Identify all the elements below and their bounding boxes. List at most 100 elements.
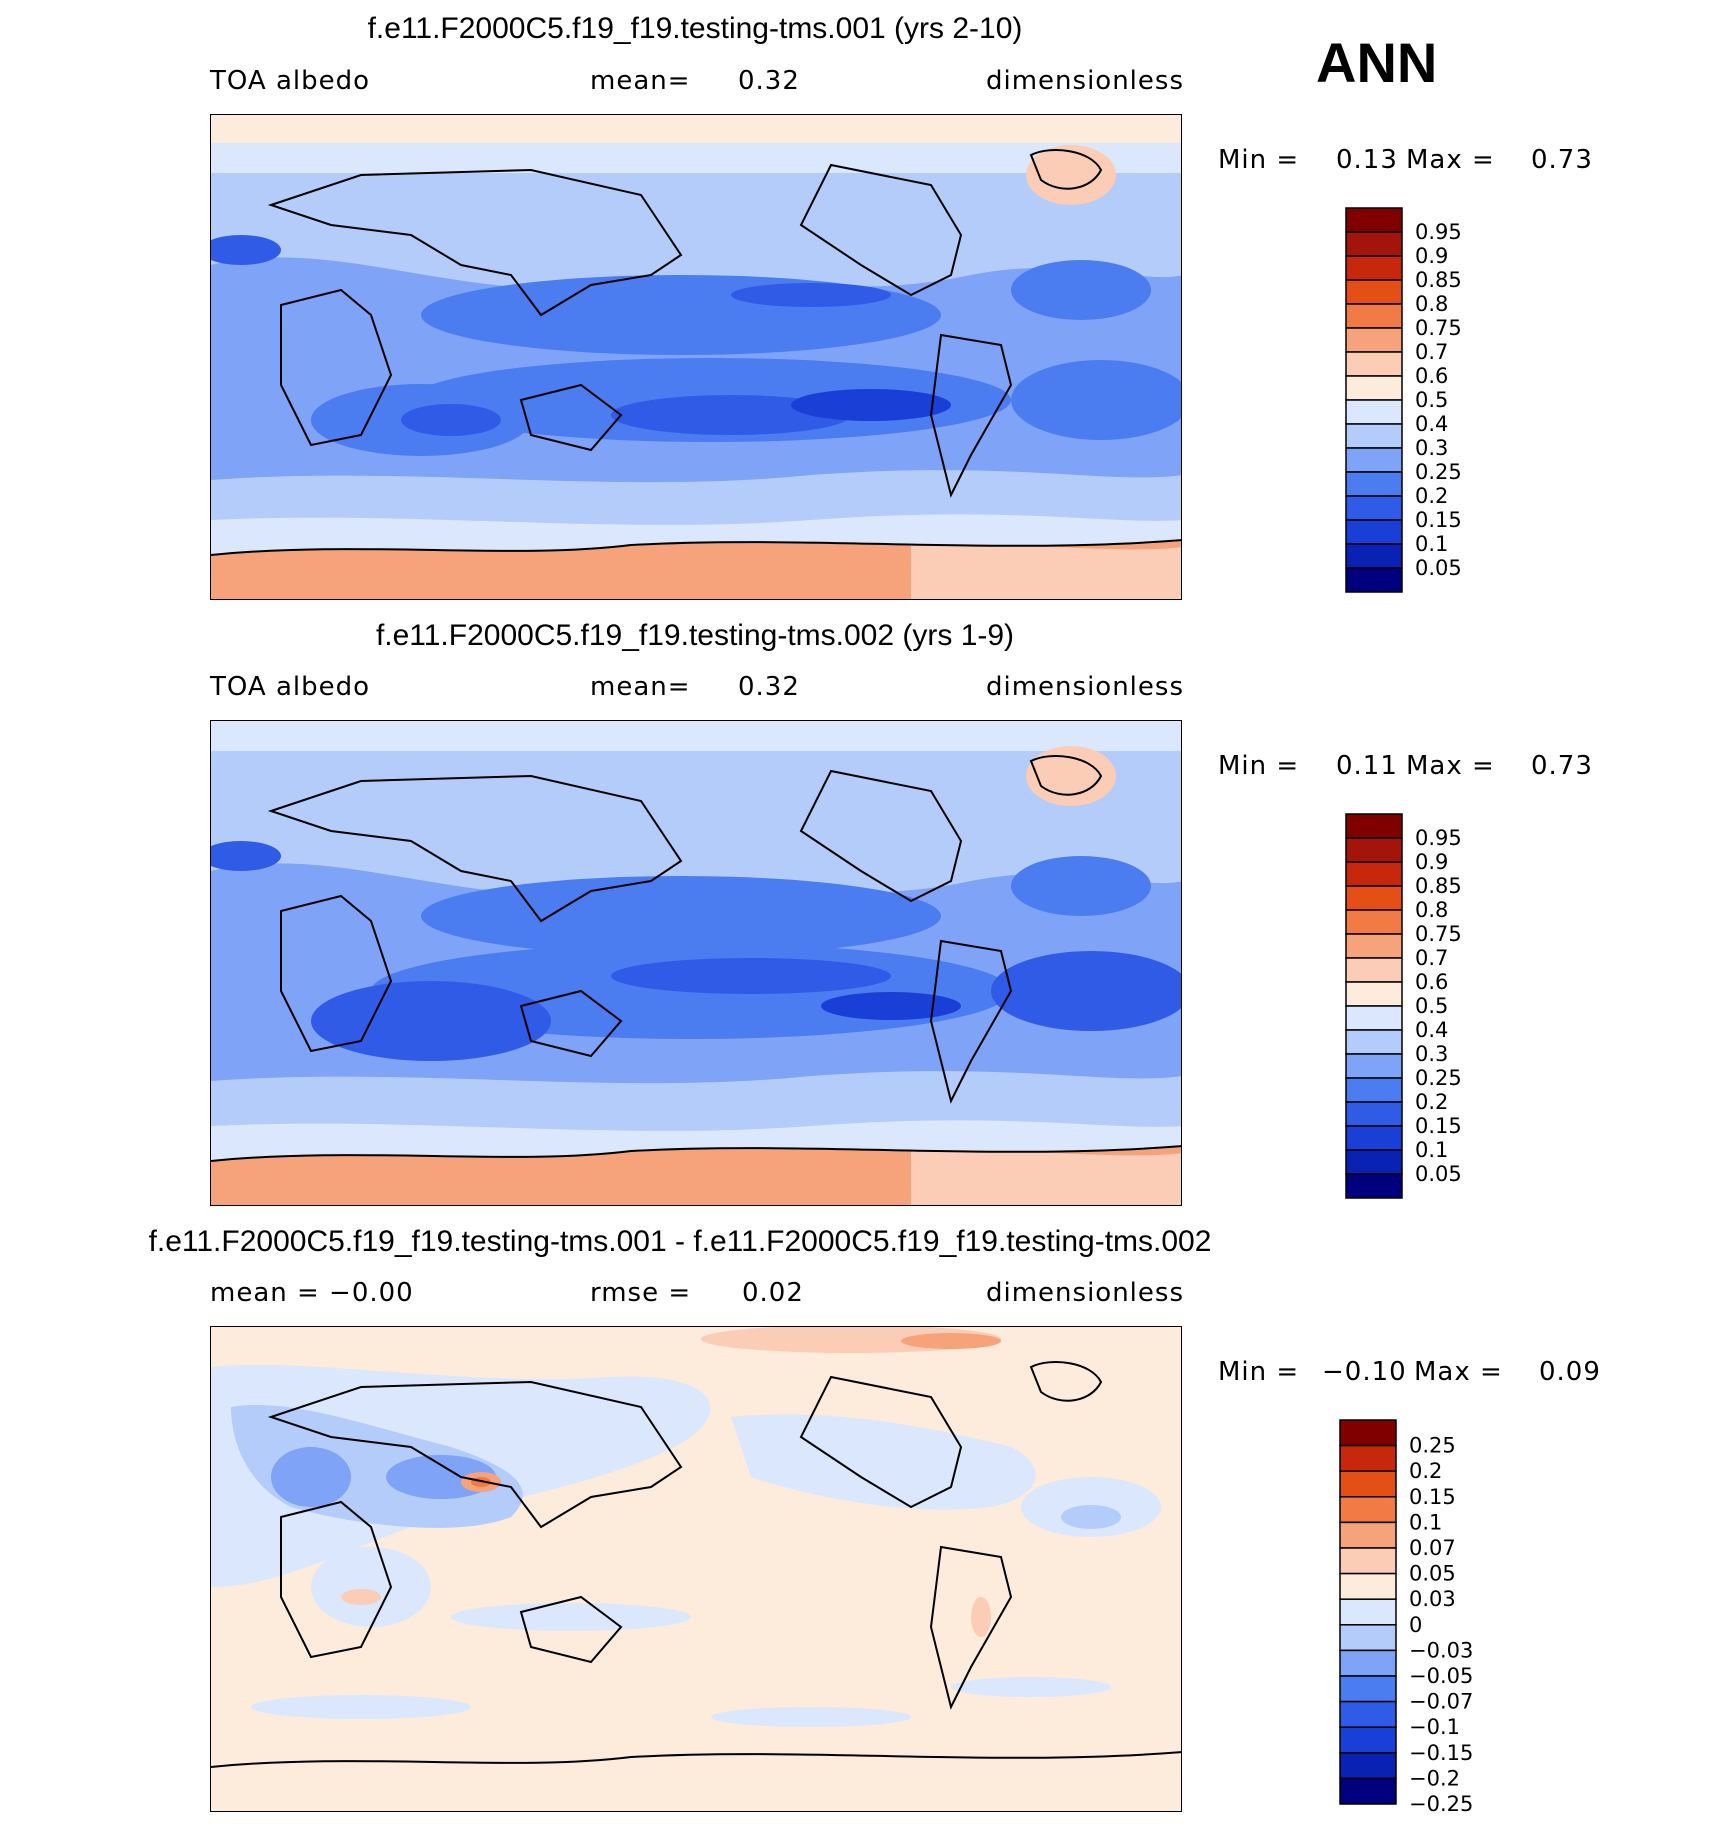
colorbar-level-label: −0.05 [1409,1664,1473,1688]
colorbar-swatch [1339,1700,1397,1728]
colorbar-level-label: −0.07 [1409,1690,1473,1714]
colorbar-swatch [1345,885,1403,911]
colorbar-swatch [1345,1053,1403,1079]
colorbar-level-label: 0.5 [1415,994,1448,1018]
colorbar-swatch [1345,981,1403,1007]
colorbar-swatch [1345,909,1403,935]
colorbar-swatch [1345,399,1403,425]
colorbar-level-label: 0.15 [1415,1114,1462,1138]
colorbar-swatch [1345,837,1403,863]
panel-2-title: f.e11.F2000C5.f19_f19.testing-tms.002 (y… [375,619,1015,652]
colorbar-swatch [1345,567,1403,593]
colorbar-level-label: 0.1 [1415,532,1448,556]
colorbar-level-label: 0.4 [1415,412,1448,436]
colorbar-swatch [1345,279,1403,305]
colorbar-level-label: 0.6 [1415,970,1448,994]
panel-1-mean-label: mean= [590,66,691,96]
colorbar-level-label: 0.3 [1415,436,1448,460]
colorbar-level-label: 0.25 [1409,1434,1456,1458]
panel-3-meta: mean = −0.00 rmse = 0.02 dimensionless [210,1278,1184,1312]
panel-3-rmse-value: 0.02 [742,1278,804,1308]
panel-1-min-label: Min = [1218,145,1300,175]
colorbar-swatch [1345,543,1403,569]
colorbar-swatch [1345,471,1403,497]
colorbar-swatch [1339,1419,1397,1447]
colorbar-swatch [1339,1598,1397,1626]
colorbar-swatch [1345,231,1403,257]
colorbar-level-label: 0.95 [1415,826,1462,850]
panel-3-colorbar: 0.25 0.2 0.15 0.1 0.07 0.05 0.03 0 −0.03 −0.05 −0.… [1339,1419,1499,1816]
colorbar-level-label: 0.6 [1415,364,1448,388]
colorbar-level-label: 0.1 [1409,1510,1442,1534]
colorbar-level-label: 0.1 [1415,1138,1448,1162]
panel-1-map [210,114,1182,600]
colorbar-level-label: 0.75 [1415,922,1462,946]
colorbar-level-label: 0.05 [1409,1562,1456,1586]
colorbar-level-label: −0.15 [1409,1741,1473,1765]
colorbar-swatch [1345,1149,1403,1175]
panel-1-variable: TOA albedo [210,66,371,96]
colorbar-level-label: 0.9 [1415,244,1448,268]
colorbar-swatch [1345,813,1403,839]
colorbar-level-label: 0.2 [1415,484,1448,508]
colorbar-swatch [1339,1444,1397,1472]
colorbar-level-label: 0.7 [1415,340,1448,364]
panel-2-variable: TOA albedo [210,672,371,702]
colorbar-level-label: −0.2 [1409,1766,1460,1790]
panel-2-units: dimensionless [986,672,1184,702]
panel-1-meta: TOA albedo mean= 0.32 dimensionless [210,66,1184,100]
panel-2-max-value: 0.73 [1531,751,1593,781]
panel-1-colorbar: 0.95 0.9 0.85 0.8 0.75 0.7 0.6 0.5 0.4 0.3 0.25 0.2… [1345,207,1505,595]
colorbar-swatch [1345,1173,1403,1199]
colorbar-swatch [1345,933,1403,959]
colorbar-level-label: 0.05 [1415,1162,1462,1186]
colorbar-swatch [1339,1547,1397,1575]
colorbar-swatch [1345,1077,1403,1103]
panel-1-min-value: 0.13 [1336,145,1398,175]
colorbar-swatch [1345,957,1403,983]
colorbar-swatch [1339,1624,1397,1652]
colorbar-swatch [1345,351,1403,377]
colorbar-level-label: 0.7 [1415,946,1448,970]
panel-3-min-value: −0.10 [1322,1357,1407,1387]
colorbar-level-label: −0.1 [1409,1715,1460,1739]
colorbar-level-label: 0.3 [1415,1042,1448,1066]
colorbar-level-label: 0.85 [1415,268,1462,292]
colorbar-swatch [1345,495,1403,521]
colorbar-swatch [1345,519,1403,545]
colorbar-level-label: 0.8 [1415,292,1448,316]
panel-1-max-value: 0.73 [1531,145,1593,175]
panel-2-map [210,720,1182,1206]
colorbar-swatch [1339,1675,1397,1703]
panel-3-min-label: Min = [1218,1357,1300,1387]
colorbar-swatch [1345,447,1403,473]
panel-3-mean: mean = −0.00 [210,1278,414,1308]
panel-2-min-label: Min = [1218,751,1300,781]
panel-3-units: dimensionless [986,1278,1184,1308]
colorbar-swatch [1345,1125,1403,1151]
colorbar-level-label: 0.95 [1415,220,1462,244]
colorbar-swatch [1345,1029,1403,1055]
panel-1-max-label: Max = [1406,145,1495,175]
panel-2-colorbar: 0.95 0.9 0.85 0.8 0.75 0.7 0.6 0.5 0.4 0.3 0.25 0.2… [1345,813,1505,1201]
colorbar-level-label: 0.07 [1409,1536,1456,1560]
colorbar-swatch [1345,861,1403,887]
panel-3-rmse-label: rmse = [590,1278,692,1308]
colorbar-level-label: 0.03 [1409,1587,1456,1611]
colorbar-swatch [1339,1777,1397,1805]
panel-1-title: f.e11.F2000C5.f19_f19.testing-tms.001 (y… [367,12,1023,45]
colorbar-swatch [1345,423,1403,449]
colorbar-level-label: 0.15 [1415,508,1462,532]
colorbar-level-label: 0.8 [1415,898,1448,922]
panel-3-max-label: Max = [1414,1357,1503,1387]
colorbar-level-label: 0.5 [1415,388,1448,412]
season-label: ANN [1316,31,1438,94]
panel-3-max-value: 0.09 [1539,1357,1601,1387]
colorbar-level-label: −0.25 [1409,1792,1473,1816]
panel-2-meta: TOA albedo mean= 0.32 dimensionless [210,672,1184,706]
colorbar-level-label: 0.4 [1415,1018,1448,1042]
colorbar-level-label: 0.2 [1409,1459,1442,1483]
panel-3-map [210,1326,1182,1812]
panel-2-min-value: 0.11 [1336,751,1398,781]
colorbar-level-label: 0.15 [1409,1485,1456,1509]
